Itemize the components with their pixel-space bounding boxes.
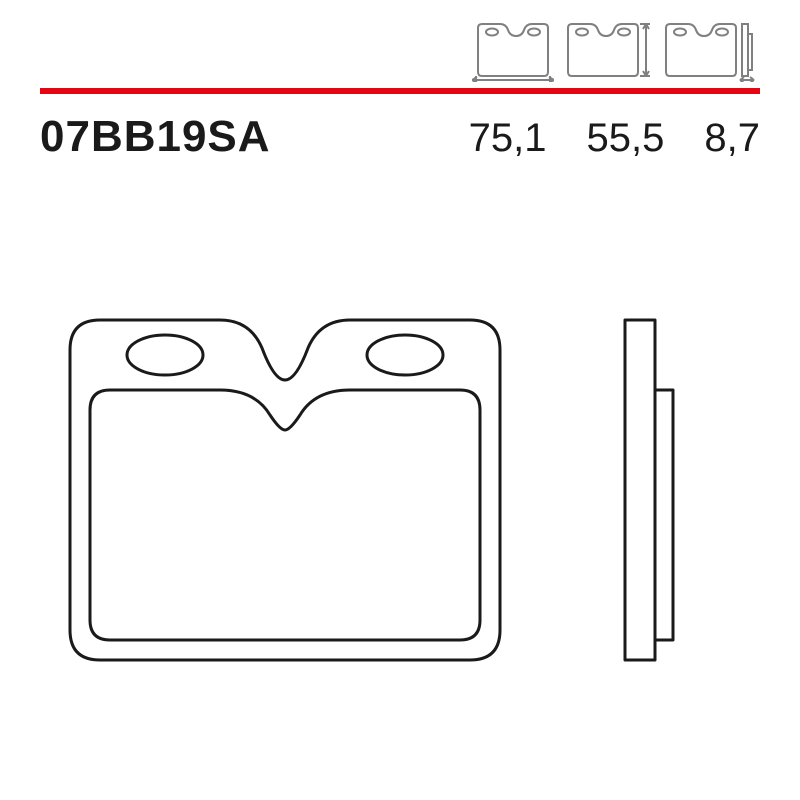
thickness-value: 8,7 bbox=[704, 116, 760, 161]
header-block: 07BB19SA 75,1 55,5 8,7 bbox=[40, 20, 760, 162]
thickness-dimension-icon bbox=[660, 20, 760, 82]
dimension-icon-row bbox=[40, 20, 760, 82]
technical-drawing bbox=[40, 260, 760, 760]
height-dimension-icon bbox=[562, 20, 652, 82]
label-row: 07BB19SA 75,1 55,5 8,7 bbox=[40, 112, 760, 162]
product-spec-card: 07BB19SA 75,1 55,5 8,7 bbox=[0, 0, 800, 800]
part-number: 07BB19SA bbox=[40, 112, 271, 162]
accent-divider bbox=[40, 88, 760, 94]
side-view bbox=[625, 320, 673, 660]
width-value: 75,1 bbox=[469, 116, 547, 161]
height-value: 55,5 bbox=[587, 116, 665, 161]
dimension-values: 75,1 55,5 8,7 bbox=[271, 116, 760, 161]
width-dimension-icon bbox=[472, 20, 554, 82]
front-view bbox=[70, 320, 500, 660]
